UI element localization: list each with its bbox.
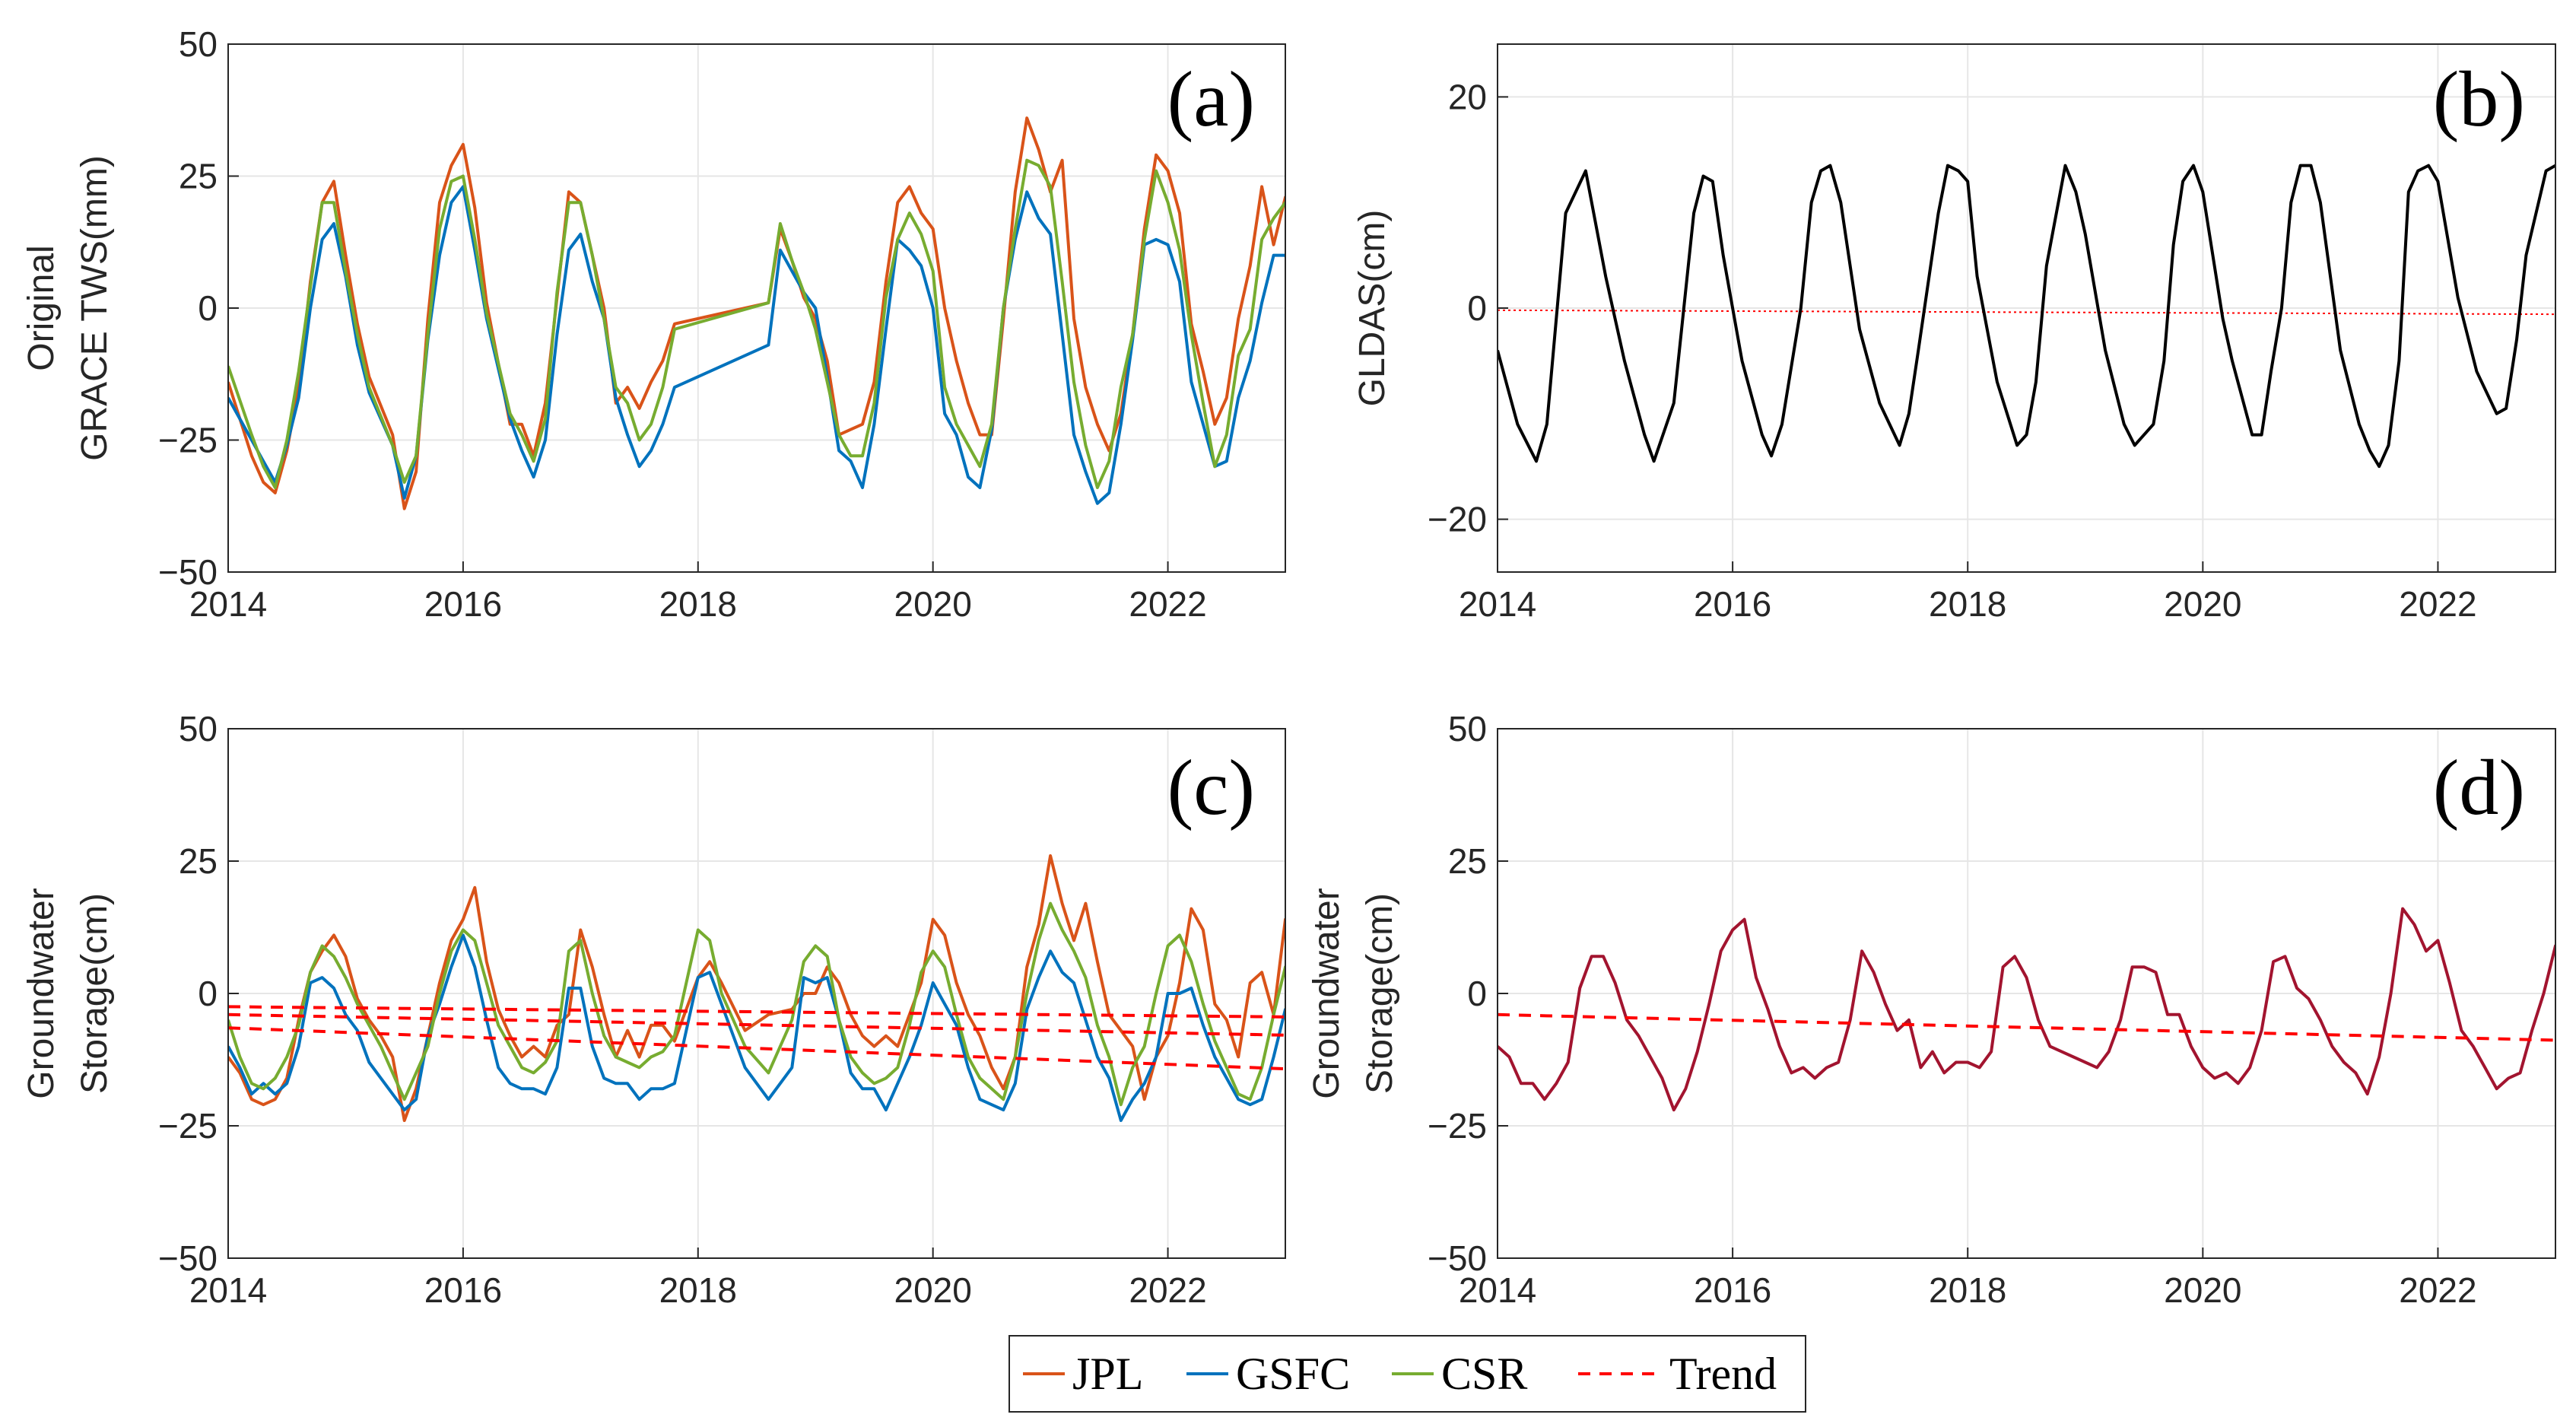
panel-d: 2014 2016 2018 2020 2022 −50 −25 0 25 50 (d) Grou… <box>1307 709 2556 1310</box>
reference-line <box>1498 309 2555 316</box>
series-line-csr <box>228 901 1285 1107</box>
x-tick-label: 2020 <box>2164 584 2241 624</box>
x-tick-label: 2014 <box>1459 1270 1536 1310</box>
panel-label-a: (a) <box>1167 56 1255 143</box>
x-tick-label: 2020 <box>894 584 971 624</box>
y-tick-label: −50 <box>158 1238 218 1278</box>
x-tick-label: 2020 <box>894 1270 971 1310</box>
y-tick-label: 0 <box>198 288 218 328</box>
panel-a: 2014 2016 2018 2020 2022 −50 −25 0 25 50 (a) Orig… <box>21 24 1286 624</box>
x-tick-label: 2016 <box>424 584 502 624</box>
legend-label-csr: CSR <box>1441 1349 1527 1399</box>
series-line-main <box>1498 164 2555 469</box>
y-tick-label: 50 <box>179 709 218 749</box>
x-tick-label: 2018 <box>659 584 737 624</box>
y-axis-label-c-line2: Storage(cm) <box>75 893 115 1094</box>
y-axis-label-d-line1: Groundwater <box>1307 888 1347 1098</box>
y-tick-label: 25 <box>179 157 218 196</box>
legend-label-trend: Trend <box>1669 1349 1777 1399</box>
y-tick-label: 25 <box>1448 841 1487 881</box>
axes-frame <box>1497 728 2556 1259</box>
y-axis-label-a-line1: Original <box>21 245 62 370</box>
series-line-gsfc <box>228 933 1285 1122</box>
axes-frame <box>1497 43 2556 573</box>
y-tick-label: 0 <box>198 974 218 1013</box>
series-lines-b <box>1498 164 2555 469</box>
x-tick-label: 2016 <box>424 1270 502 1310</box>
y-axis-label-d-line2: Storage(cm) <box>1360 893 1400 1094</box>
y-tick-label: 20 <box>1448 77 1487 116</box>
ticks-c: 2014 2016 2018 2020 2022 −50 −25 0 25 50 <box>158 709 1207 1310</box>
x-tick-label: 2022 <box>2399 1270 2476 1310</box>
legend: JPL GSFC CSR Trend <box>1008 1335 1806 1413</box>
legend-label-jpl: JPL <box>1072 1349 1143 1399</box>
trend-line <box>228 1005 1285 1019</box>
x-tick-label: 2018 <box>659 1270 737 1310</box>
y-tick-label: −20 <box>1428 500 1487 539</box>
ticks-d: 2014 2016 2018 2020 2022 −50 −25 0 25 50 <box>1428 709 2477 1310</box>
panel-c: 2014 2016 2018 2020 2022 −50 −25 0 25 50 (c) Grou… <box>21 709 1286 1310</box>
trend-line <box>228 1012 1285 1037</box>
y-axis-label-a: Original GRACE TWS(mm) <box>21 155 115 461</box>
y-tick-label: −25 <box>1428 1106 1487 1146</box>
series-line-csr <box>228 158 1285 489</box>
x-tick-label: 2018 <box>1929 1270 2006 1310</box>
x-tick-label: 2016 <box>1694 584 1771 624</box>
x-tick-label: 2014 <box>189 1270 267 1310</box>
axes-frame <box>227 43 1286 573</box>
y-tick-label: −25 <box>158 1106 218 1146</box>
series-lines-c <box>228 854 1285 1122</box>
x-tick-label: 2014 <box>1459 584 1536 624</box>
x-tick-label: 2022 <box>1129 584 1206 624</box>
y-axis-label-a-line2: GRACE TWS(mm) <box>75 155 115 461</box>
y-tick-label: 50 <box>1448 709 1487 749</box>
y-axis-label-d: Groundwater Storage(cm) <box>1307 888 1400 1098</box>
panel-label-c: (c) <box>1167 744 1255 831</box>
series-line-jpl <box>228 116 1285 510</box>
x-tick-label: 2016 <box>1694 1270 1771 1310</box>
series-line-main <box>1498 907 2555 1112</box>
axes-frame <box>227 728 1286 1259</box>
y-tick-label: 0 <box>1467 288 1487 328</box>
y-axis-label-b-line1: GLDAS(cm) <box>1352 210 1393 407</box>
y-tick-label: 25 <box>179 841 218 881</box>
y-tick-label: 0 <box>1467 974 1487 1013</box>
series-lines-d <box>1498 907 2555 1112</box>
ticks-b: 2014 2016 2018 2020 2022 −20 0 20 <box>1428 77 2477 624</box>
trend-line <box>1498 1012 2555 1042</box>
y-axis-label-c: Groundwater Storage(cm) <box>21 888 115 1098</box>
series-line-jpl <box>228 854 1285 1122</box>
y-tick-label: −50 <box>1428 1238 1487 1278</box>
y-tick-label: 50 <box>179 24 218 64</box>
series-lines-a <box>228 116 1285 510</box>
legend-label-gsfc: GSFC <box>1236 1349 1350 1399</box>
x-tick-label: 2022 <box>2399 584 2476 624</box>
y-tick-label: −25 <box>158 421 218 460</box>
trend-line <box>228 1026 1285 1071</box>
x-tick-label: 2022 <box>1129 1270 1206 1310</box>
x-tick-label: 2014 <box>189 584 267 624</box>
y-axis-label-b: GLDAS(cm) <box>1352 210 1393 407</box>
panel-label-d: (d) <box>2433 744 2525 831</box>
panel-label-b: (b) <box>2433 56 2525 143</box>
y-axis-label-c-line1: Groundwater <box>21 888 62 1098</box>
y-tick-label: −50 <box>158 552 218 592</box>
x-tick-label: 2018 <box>1929 584 2006 624</box>
x-tick-label: 2020 <box>2164 1270 2241 1310</box>
panel-b: 2014 2016 2018 2020 2022 −20 0 20 (b) GLDAS(cm) <box>1352 43 2556 624</box>
ticks-a: 2014 2016 2018 2020 2022 −50 −25 0 25 50 <box>158 24 1207 624</box>
